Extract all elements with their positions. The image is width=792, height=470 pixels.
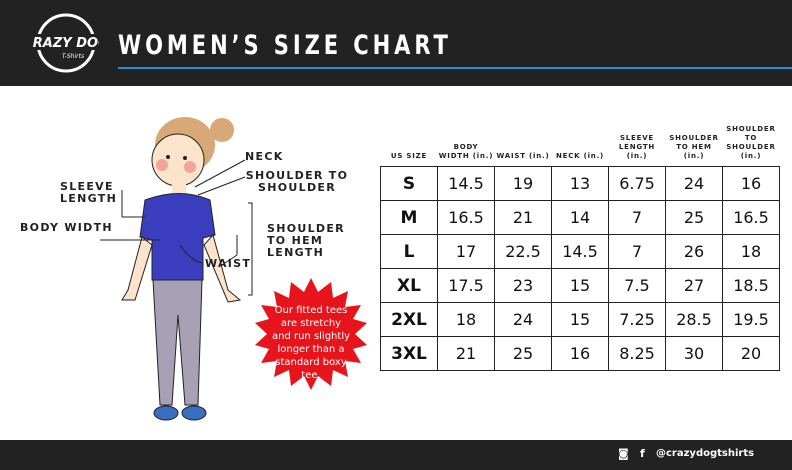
column-header: NECK (in.)	[555, 152, 605, 160]
table-row: L 17 22.5 14.5 7 26 18	[380, 234, 780, 269]
shoulder-to-shoulder-label: SHOULDER TO SHOULDER	[245, 169, 349, 194]
column-header: BODY WIDTH (in.)	[438, 143, 494, 160]
measurement-cell: 14	[551, 200, 609, 235]
measurement-cell: 16	[722, 166, 780, 201]
measurement-cell: 28.5	[665, 302, 723, 337]
size-cell: XL	[380, 268, 438, 303]
measurement-cell: 24	[494, 302, 552, 337]
crazy-dog-logo: CRAZY DOG T-Shirts	[33, 13, 99, 73]
table-row: M 16.5 21 14 7 25 16.5	[380, 200, 780, 235]
measurement-cell: 13	[551, 166, 609, 201]
callout-starburst	[255, 278, 367, 390]
size-cell: 3XL	[380, 336, 438, 371]
measurement-cell: 15	[551, 302, 609, 337]
measurement-cell: 21	[437, 336, 495, 371]
size-cell: M	[380, 200, 438, 235]
measurement-cell: 7.25	[608, 302, 666, 337]
header: CRAZY DOG T-Shirts WOMEN’S SIZE CHART	[0, 0, 792, 86]
footer: ◙ f @crazydogtshirts	[0, 440, 792, 470]
measurement-cell: 23	[494, 268, 552, 303]
size-cell: 2XL	[380, 302, 438, 337]
column-header: SHOULDER TO SHOULDER (in.)	[726, 125, 776, 160]
measurement-cell: 19	[494, 166, 552, 201]
svg-text:T-Shirts: T-Shirts	[62, 53, 84, 60]
measurement-cell: 17.5	[437, 268, 495, 303]
measurement-cell: 16.5	[722, 200, 780, 235]
measurement-cell: 7	[608, 200, 666, 235]
measurement-cell: 24	[665, 166, 723, 201]
measurement-cell: 16	[551, 336, 609, 371]
measurement-cell: 8.25	[608, 336, 666, 371]
size-cell: S	[380, 166, 438, 201]
column-header: SLEEVE LENGTH (in.)	[618, 134, 656, 160]
measurement-cell: 7	[608, 234, 666, 269]
column-header: SHOULDER TO HEM (in.)	[669, 134, 719, 160]
body-width-label: BODY WIDTH	[20, 221, 113, 234]
sleeve-length-label: SLEEVE LENGTH	[60, 180, 118, 205]
measurement-cell: 18.5	[722, 268, 780, 303]
svg-text:CRAZY DOG: CRAZY DOG	[33, 36, 99, 51]
column-header: US SIZE	[390, 152, 428, 160]
table-row: 3XL 21 25 16 8.25 30 20	[380, 336, 780, 371]
waist-label: WAIST	[205, 257, 252, 270]
measurement-cell: 27	[665, 268, 723, 303]
measurement-cell: 26	[665, 234, 723, 269]
size-cell: L	[380, 234, 438, 269]
measurement-cell: 22.5	[494, 234, 552, 269]
measurement-cell: 6.75	[608, 166, 666, 201]
neck-label: NECK	[245, 150, 284, 163]
woman-figure-illustration	[100, 117, 253, 421]
measurement-cell: 25	[494, 336, 552, 371]
measurement-cell: 17	[437, 234, 495, 269]
measurement-cell: 18	[722, 234, 780, 269]
measurement-cell: 16.5	[437, 200, 495, 235]
measurement-cell: 18	[437, 302, 495, 337]
table-row: S 14.5 19 13 6.75 24 16	[380, 166, 780, 201]
measurement-cell: 21	[494, 200, 552, 235]
measurement-cell: 7.5	[608, 268, 666, 303]
measurement-cell: 25	[665, 200, 723, 235]
title-underline	[118, 67, 792, 69]
measurement-cell: 14.5	[437, 166, 495, 201]
measurement-cell: 14.5	[551, 234, 609, 269]
measurement-cell: 30	[665, 336, 723, 371]
instagram-icon[interactable]: ◙	[618, 447, 629, 460]
table-row: XL 17.5 23 15 7.5 27 18.5	[380, 268, 780, 303]
measurement-cell: 15	[551, 268, 609, 303]
measurement-cell: 19.5	[722, 302, 780, 337]
table-row: 2XL 18 24 15 7.25 28.5 19.5	[380, 302, 780, 337]
social-handle[interactable]: @crazydogtshirts	[656, 448, 755, 459]
column-header: WAIST (in.)	[496, 152, 550, 160]
measurement-cell: 20	[722, 336, 780, 371]
facebook-icon[interactable]: f	[640, 447, 645, 460]
callout-text: Our fitted tees are stretchy and run sli…	[271, 305, 351, 381]
size-table: US SIZE BODY WIDTH (in.) WAIST (in.) NEC…	[380, 125, 780, 371]
shoulder-to-hem-label: SHOULDER TO HEM LENGTH	[267, 222, 345, 259]
page-title: WOMEN’S SIZE CHART	[118, 30, 452, 61]
